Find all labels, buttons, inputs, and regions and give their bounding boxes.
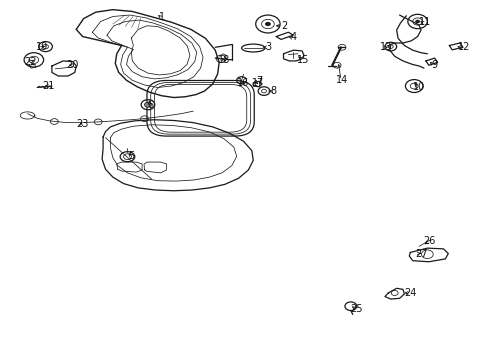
Text: 16: 16 — [237, 78, 249, 88]
Text: 17: 17 — [251, 78, 264, 88]
Text: 2: 2 — [281, 21, 287, 31]
Circle shape — [265, 22, 270, 26]
Text: 22: 22 — [24, 57, 37, 67]
Text: 26: 26 — [423, 236, 435, 246]
Text: 5: 5 — [128, 150, 134, 161]
Text: 19: 19 — [36, 42, 48, 52]
Text: 1: 1 — [158, 12, 164, 22]
Text: 3: 3 — [264, 42, 270, 52]
Text: 25: 25 — [350, 304, 362, 314]
Text: 14: 14 — [335, 75, 347, 85]
Text: 23: 23 — [76, 120, 89, 129]
Text: 9: 9 — [431, 60, 437, 70]
Circle shape — [144, 102, 151, 107]
Text: 21: 21 — [42, 81, 55, 91]
Text: 7: 7 — [256, 76, 262, 86]
Text: 13: 13 — [379, 42, 391, 52]
Text: 27: 27 — [414, 248, 427, 258]
Text: 18: 18 — [218, 55, 230, 65]
Text: 12: 12 — [457, 42, 469, 52]
Text: 20: 20 — [66, 60, 79, 70]
Circle shape — [415, 20, 419, 23]
Text: 15: 15 — [296, 55, 308, 65]
Text: 24: 24 — [403, 288, 416, 298]
Text: 8: 8 — [270, 86, 276, 96]
Text: 4: 4 — [289, 32, 296, 42]
Text: 11: 11 — [418, 17, 430, 27]
Text: 6: 6 — [147, 100, 154, 110]
Text: 10: 10 — [412, 82, 425, 92]
